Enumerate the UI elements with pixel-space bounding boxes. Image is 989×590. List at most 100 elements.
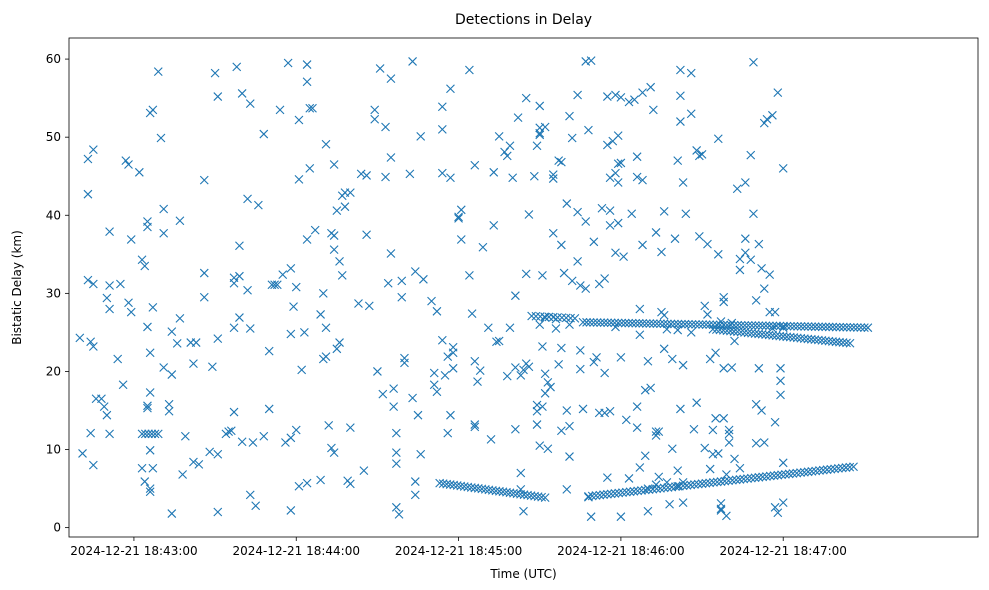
data-point-marker [521,269,531,279]
data-point-marker [118,380,128,390]
data-point-marker [386,153,396,162]
data-point-marker [751,399,761,409]
data-point-marker [643,506,653,516]
data-point-marker [773,508,783,518]
data-point-marker [475,366,485,376]
data-point-marker [606,318,616,328]
data-point-marker [413,410,423,420]
data-point-marker [616,158,626,168]
data-point-marker [788,469,798,478]
data-point-marker [410,477,420,486]
data-point-marker [814,322,824,332]
data-point-marker [740,234,750,244]
data-point-marker [610,489,620,498]
data-point-marker [540,122,550,132]
data-point-marker [500,147,509,157]
x-tick-label: 2024-12-21 18:47:00 [719,544,846,558]
data-point-marker [456,205,466,215]
data-point-marker [611,248,620,258]
data-point-marker [586,56,596,66]
data-point-marker [822,465,832,475]
data-point-marker [270,280,279,290]
data-point-marker [681,209,691,219]
data-point-marker [751,295,761,305]
data-point-marker [410,267,420,276]
data-point-marker [600,368,610,378]
data-point-marker [573,256,582,266]
data-point-marker [391,502,401,512]
data-point-marker [213,449,223,459]
data-point-marker [494,132,504,141]
data-point-marker [765,471,775,481]
data-point-marker [749,57,758,67]
data-point-marker [335,256,344,266]
data-point-marker [842,338,851,348]
data-point-marker [743,328,753,338]
data-point-marker [724,438,734,447]
data-point-marker [147,429,157,439]
y-tick-label: 10 [46,443,61,457]
data-point-marker [810,322,820,332]
data-point-marker [143,401,152,411]
y-tick-label: 30 [46,286,61,300]
data-point-marker [502,371,512,381]
data-point-marker [719,325,728,335]
y-tick-label: 50 [46,130,61,144]
data-point-marker [743,474,752,483]
data-point-marker [237,437,247,447]
data-point-marker [375,64,385,73]
data-point-marker [605,406,615,416]
data-point-marker [800,322,809,331]
data-point-marker [689,424,699,434]
plot-area [68,37,979,538]
data-point-marker [856,323,866,332]
data-point-marker [159,204,169,214]
data-point-marker [828,322,838,332]
data-point-marker [727,363,737,372]
data-point-marker [148,303,158,312]
data-point-marker [145,445,155,455]
data-point-marker [483,323,493,333]
data-point-marker [329,448,339,458]
data-point-marker [716,477,726,486]
data-point-marker [810,335,820,345]
data-point-marker [616,353,626,362]
data-point-marker [126,235,136,244]
data-point-marker [140,261,150,271]
data-point-marker [782,321,792,331]
data-point-marker [581,284,591,294]
data-point-marker [524,210,534,219]
data-point-marker [492,337,501,347]
data-point-marker [446,84,455,94]
data-point-marker [700,301,710,311]
data-point-marker [722,511,731,521]
data-point-marker [838,338,848,347]
data-point-marker [619,252,628,262]
data-point-marker [153,429,163,439]
data-point-marker [613,218,623,228]
data-point-marker [540,369,550,379]
data-point-marker [624,97,634,107]
data-point-marker [775,331,785,341]
data-point-marker [213,507,223,517]
data-point-marker [705,464,715,474]
data-point-marker [235,271,244,281]
data-point-marker [746,473,756,483]
data-point-marker [489,221,499,230]
data-point-marker [686,480,696,490]
data-point-marker [768,110,777,120]
data-point-marker [535,101,545,111]
data-point-marker [792,333,802,343]
data-point-marker [831,322,841,332]
data-point-marker [703,239,712,249]
data-point-marker [105,304,114,314]
data-point-marker [631,318,641,328]
data-point-marker [711,413,720,423]
data-point-marker [796,322,806,331]
data-point-marker [815,466,824,475]
data-point-marker [443,428,453,438]
data-point-marker [400,358,409,368]
data-point-marker [799,467,809,477]
data-point-marker [478,242,488,252]
data-point-marker [556,240,566,250]
